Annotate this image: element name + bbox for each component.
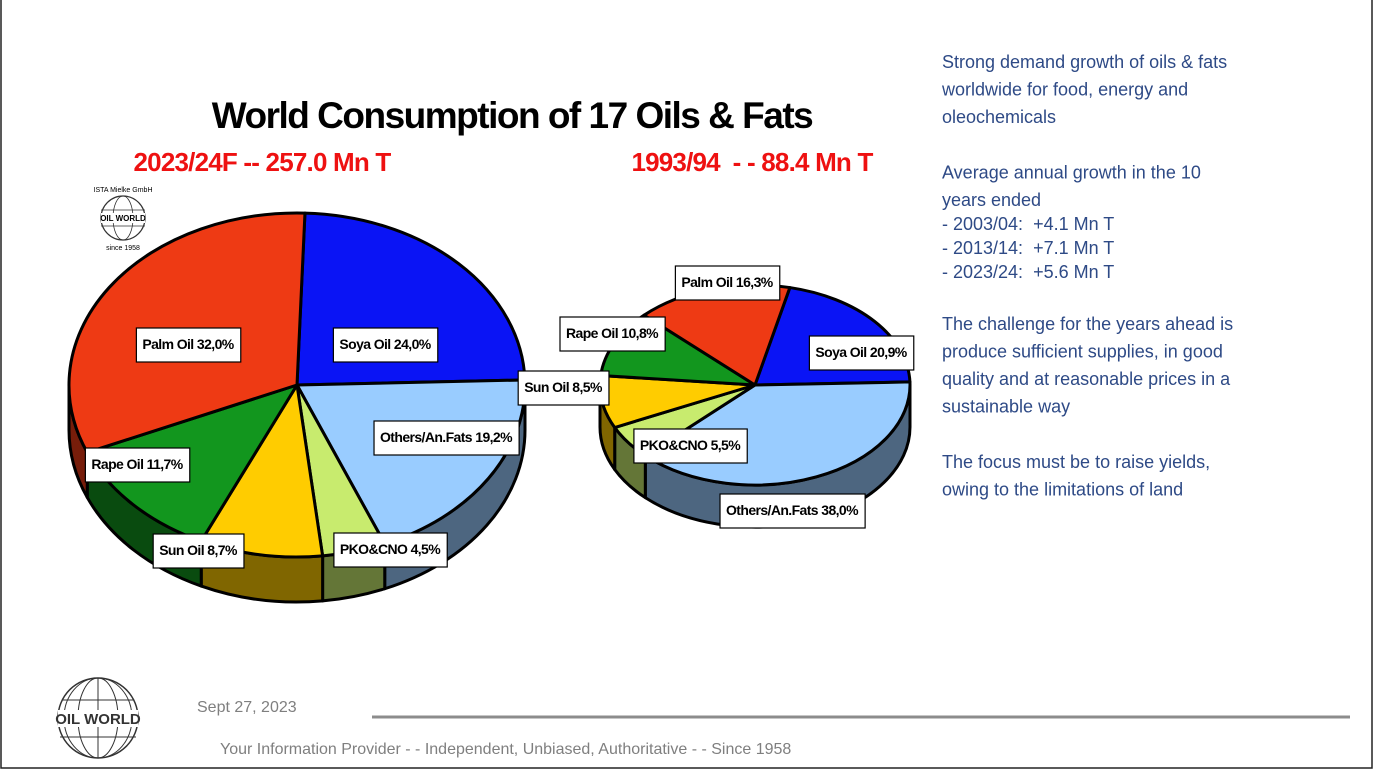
slice-category: Others/An.Fats [380, 429, 473, 445]
slice-category: Sun Oil [159, 542, 204, 558]
slice-value: 11,7% [147, 456, 184, 472]
note-line: Strong demand growth of oils & fats [942, 52, 1227, 72]
notes: Strong demand growth of oils & fats world… [941, 52, 1233, 500]
slice-label: Soya Oil 20,9% [815, 344, 907, 360]
slice-label: Soya Oil 24,0% [339, 336, 431, 352]
slice-label: Palm Oil 16,3% [681, 274, 773, 290]
slice-label: Others/An.Fats 19,2% [380, 429, 513, 445]
note-line: - 2003/04: +4.1 Mn T [942, 214, 1114, 234]
slice-value: 4,5% [411, 541, 442, 557]
slice-category: Palm Oil [681, 274, 732, 290]
slice-value: 10,8% [621, 325, 659, 341]
slide-title: World Consumption of 17 Oils & Fats [212, 95, 813, 136]
note-line: - 2013/14: +7.1 Mn T [942, 238, 1114, 258]
note-line: quality and at reasonable prices in a [942, 369, 1231, 389]
slice-category: PKO&CNO [340, 541, 408, 557]
slice-value: 8,5% [572, 379, 603, 395]
slice-label: Rape Oil 10,8% [566, 325, 659, 341]
slice-label: Others/An.Fats 38,0% [726, 502, 859, 518]
label-box [333, 532, 448, 568]
note-line: oleochemicals [942, 107, 1056, 127]
slice-value: 8,7% [207, 542, 238, 558]
logo: OIL WORLD [55, 677, 141, 759]
note-line: - 2023/24: +5.6 Mn T [942, 262, 1114, 282]
slice-category: Palm Oil [142, 336, 193, 352]
label-box [84, 447, 191, 483]
slice-label: Sun Oil 8,7% [159, 542, 238, 558]
note-line: The challenge for the years ahead is [942, 314, 1233, 334]
slice-category: Rape Oil [91, 456, 143, 472]
label-box [373, 420, 520, 456]
logo-small: OIL WORLD ISTA Mielke GmbH since 1958 [94, 187, 153, 252]
slice-category: Others/An.Fats [726, 502, 819, 518]
slice-value: 20,9% [870, 344, 908, 360]
label-box [808, 335, 915, 371]
pie: Soya Oil 24,0% Others/An.Fats 19,2% PKO&CN… [67, 211, 527, 604]
label-box [559, 316, 666, 352]
label-box [633, 428, 748, 464]
slice-label: Rape Oil 11,7% [91, 456, 183, 472]
pie: Soya Oil 20,9% Others/An.Fats 38,0% PKO&CN… [517, 265, 915, 529]
chart-title: 2023/24F -- 257.0 Mn T [134, 147, 392, 177]
slice-value: 19,2% [475, 429, 513, 445]
label-box [674, 265, 781, 301]
note-line: worldwide for food, energy and [941, 80, 1188, 100]
slice-value: 38,0% [821, 502, 859, 518]
chart-title: 1993/94 - - 88.4 Mn T [631, 147, 873, 177]
logo-name: OIL WORLD [100, 214, 146, 223]
logo-since: since 1958 [106, 245, 140, 252]
label-box [152, 533, 245, 569]
note-line: The focus must be to raise yields, [942, 452, 1210, 472]
footer-date: Sept 27, 2023 [197, 699, 297, 716]
slice-value: 24,0% [394, 336, 432, 352]
slice-category: Soya Oil [339, 336, 390, 352]
note-line: owing to the limitations of land [942, 480, 1183, 500]
slice-value: 5,5% [711, 437, 742, 453]
note-line: produce sufficient supplies, in good [942, 342, 1223, 362]
slice-category: Soya Oil [815, 344, 866, 360]
slice-label: PKO&CNO 5,5% [640, 437, 741, 453]
slice-label: PKO&CNO 4,5% [340, 541, 441, 557]
logo-company: ISTA Mielke GmbH [94, 187, 153, 194]
slice-category: Sun Oil [524, 379, 569, 395]
slice-value: 32,0% [197, 336, 235, 352]
slice-category: Rape Oil [566, 325, 618, 341]
slice-label: Sun Oil 8,5% [524, 379, 603, 395]
label-box [517, 370, 610, 406]
slice-value: 16,3% [736, 274, 774, 290]
note-line: years ended [942, 190, 1041, 210]
note-line: Average annual growth in the 10 [942, 163, 1201, 183]
slice-category: PKO&CNO [640, 437, 708, 453]
logo-name: OIL WORLD [55, 711, 141, 728]
label-box [332, 327, 439, 363]
label-box [135, 327, 242, 363]
slice-label: Palm Oil 32,0% [142, 336, 234, 352]
footer-tagline: Your Information Provider - - Independen… [220, 741, 791, 758]
label-box [719, 493, 866, 529]
note-line: sustainable way [942, 397, 1070, 417]
